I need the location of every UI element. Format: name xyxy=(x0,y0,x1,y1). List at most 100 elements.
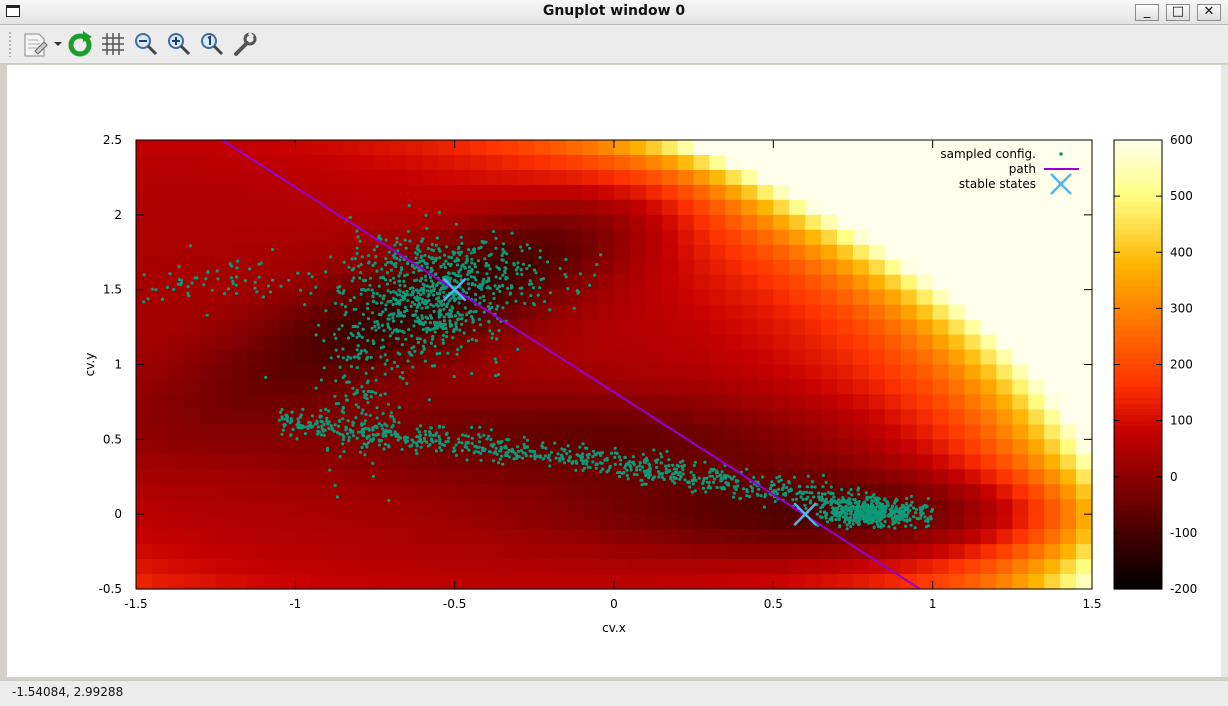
sampled-point xyxy=(186,291,190,295)
sampled-point xyxy=(359,262,363,267)
sampled-point xyxy=(428,275,432,280)
x-tick-label: -0.5 xyxy=(443,597,466,611)
heatmap-cell xyxy=(900,454,918,470)
sampled-point xyxy=(574,459,578,463)
sampled-point xyxy=(353,257,358,261)
heatmap-cell xyxy=(757,229,774,246)
sampled-point xyxy=(481,279,485,283)
heatmap-cell xyxy=(614,304,631,321)
sampled-point xyxy=(407,204,411,208)
heatmap-cell xyxy=(757,439,774,455)
heatmap-cell xyxy=(916,274,934,291)
heatmap-cell xyxy=(582,484,599,500)
sampled-point xyxy=(366,379,370,383)
autoscale-button[interactable] xyxy=(197,29,227,59)
plot-canvas[interactable]: -1.5 -1 -0.5 0 0.5 1 1.5 -0.500.511.522.5 cv.x… xyxy=(7,65,1221,677)
heatmap-cell xyxy=(996,499,1013,515)
heatmap-cell xyxy=(1012,274,1029,291)
window-menu-icon[interactable] xyxy=(6,5,20,17)
sampled-point xyxy=(410,443,414,448)
sampled-point xyxy=(322,422,326,426)
sampled-point xyxy=(383,362,387,366)
heatmap-cell xyxy=(136,499,153,515)
sampled-point xyxy=(613,455,617,459)
sampled-point xyxy=(906,504,910,508)
heatmap-cell xyxy=(215,154,233,171)
heatmap-cell xyxy=(677,559,695,575)
sampled-point xyxy=(428,314,432,318)
grid-button[interactable] xyxy=(98,29,128,59)
heatmap-cell xyxy=(645,514,663,530)
zoom-next-button[interactable] xyxy=(164,29,194,59)
heatmap-cell xyxy=(582,304,599,321)
sampled-point xyxy=(494,360,498,364)
heatmap-cell xyxy=(789,334,806,351)
heatmap-cell xyxy=(518,574,535,590)
heatmap-cell xyxy=(629,304,647,321)
heatmap-cell xyxy=(725,154,743,171)
sampled-point xyxy=(495,287,499,291)
sampled-point xyxy=(615,451,619,456)
sampled-point xyxy=(235,275,239,279)
heatmap-cell xyxy=(789,409,806,425)
colorbar-segment xyxy=(1114,583,1162,590)
sampled-point xyxy=(600,451,605,455)
sampled-point xyxy=(410,334,414,338)
heatmap-cell xyxy=(853,379,870,396)
sampled-point xyxy=(444,259,448,263)
sampled-point xyxy=(379,313,383,317)
minimize-button[interactable]: _ xyxy=(1135,4,1159,21)
heatmap-cell xyxy=(1044,259,1061,276)
colorbar-segment xyxy=(1114,443,1162,450)
sampled-point xyxy=(402,258,406,262)
sampled-point xyxy=(456,348,460,352)
heatmap-cell xyxy=(677,364,695,381)
plot-area[interactable]: -1.5 -1 -0.5 0 0.5 1 1.5 -0.5 0 0.5 1 1.5 2 2.5 cv.x… xyxy=(7,65,1221,677)
sampled-point xyxy=(638,461,642,465)
sampled-point xyxy=(533,457,537,461)
copy-to-clipboard-button[interactable] xyxy=(20,29,64,59)
heatmap-cell xyxy=(279,544,296,560)
heatmap-cell xyxy=(677,304,695,321)
replot-button[interactable] xyxy=(66,29,96,59)
heatmap-cell xyxy=(741,259,758,276)
toolbar-grip[interactable] xyxy=(8,31,12,57)
sampled-point xyxy=(389,290,393,294)
heatmap-cell xyxy=(900,259,918,276)
sampled-point xyxy=(392,420,396,424)
heatmap-cell xyxy=(390,469,408,485)
heatmap-cell xyxy=(247,454,265,470)
sampled-point xyxy=(402,279,406,283)
close-button[interactable]: ✕ xyxy=(1197,4,1221,21)
sampled-point xyxy=(500,253,504,257)
sampled-point xyxy=(351,430,355,434)
sampled-point xyxy=(236,259,240,263)
colorbar-segment xyxy=(1114,544,1162,551)
heatmap-cell xyxy=(136,454,153,470)
options-button[interactable] xyxy=(230,29,260,59)
heatmap-cell xyxy=(375,214,392,231)
sampled-point xyxy=(438,446,442,450)
heatmap-cell xyxy=(900,544,918,560)
sampled-point xyxy=(403,305,407,309)
colorbar-tick-label: 0 xyxy=(1170,470,1178,484)
sampled-point xyxy=(375,244,379,249)
heatmap-cell xyxy=(454,499,472,515)
heatmap-cell xyxy=(805,424,822,440)
heatmap-cell xyxy=(868,469,886,485)
sampled-point xyxy=(296,417,300,421)
heatmap-cell xyxy=(454,229,472,246)
heatmap-cell xyxy=(502,424,519,440)
sampled-point xyxy=(325,416,329,420)
heatmap-cell xyxy=(375,574,392,590)
heatmap-cell xyxy=(884,244,902,261)
sampled-point xyxy=(398,352,402,356)
sampled-point xyxy=(277,418,281,422)
sampled-point xyxy=(227,287,231,291)
sampled-point xyxy=(326,446,330,450)
sampled-point xyxy=(423,439,427,443)
heatmap-cell xyxy=(454,574,472,590)
zoom-prev-button[interactable] xyxy=(131,29,161,59)
sampled-point xyxy=(498,289,502,294)
maximize-button[interactable]: □ xyxy=(1166,4,1190,21)
